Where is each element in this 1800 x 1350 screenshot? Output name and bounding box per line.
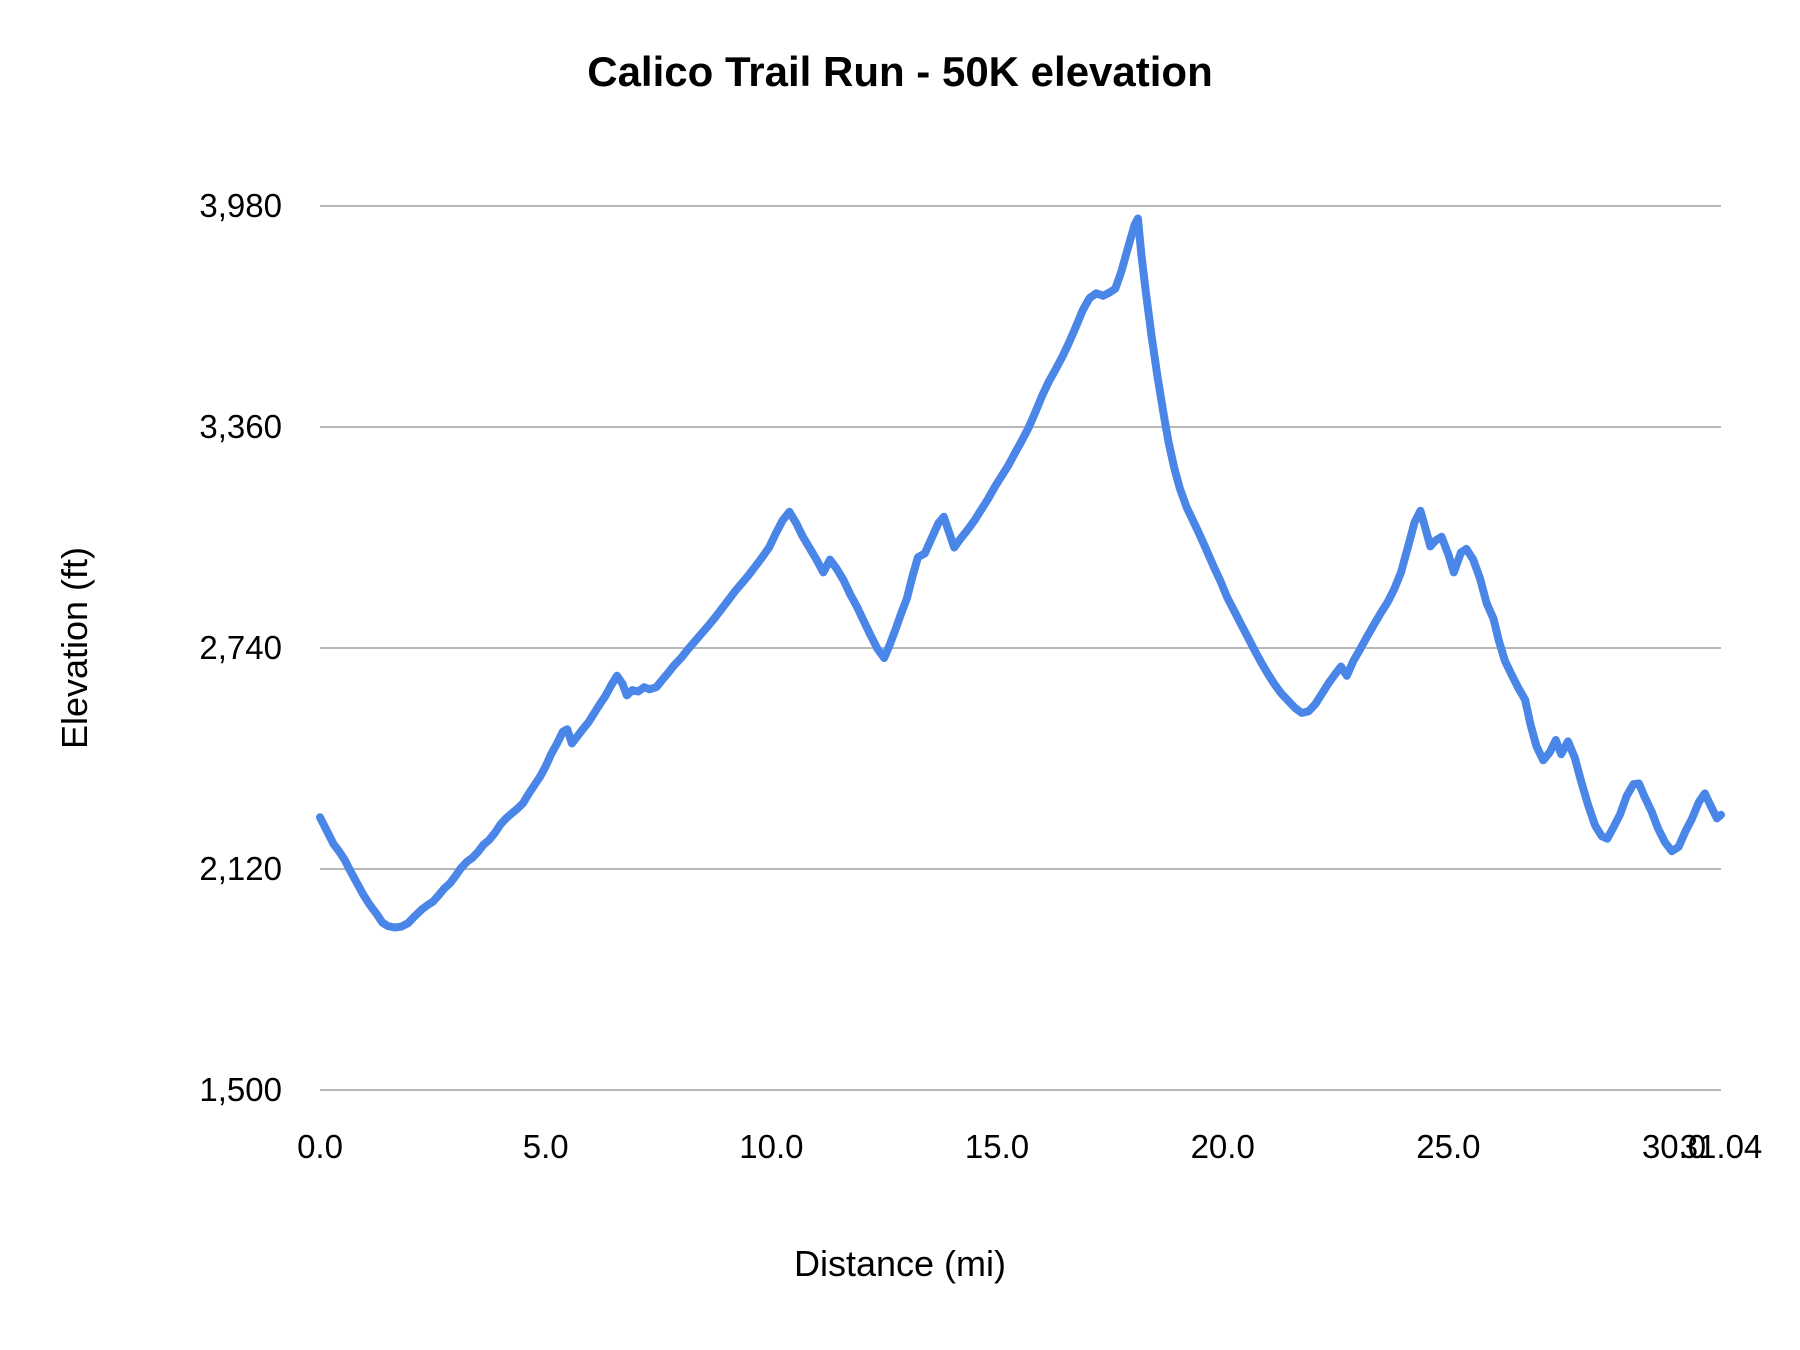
- elevation-line: [316, 214, 1725, 932]
- chart-title: Calico Trail Run - 50K elevation: [587, 48, 1213, 95]
- x-tick-label: 20.0: [1191, 1128, 1255, 1165]
- y-tick-label: 3,360: [199, 408, 282, 445]
- x-tick-label: 31.04: [1680, 1128, 1763, 1165]
- y-tick-label: 1,500: [199, 1071, 282, 1108]
- x-tick-label: 30.0: [1642, 1128, 1706, 1165]
- x-tick-label: 10.0: [739, 1128, 803, 1165]
- x-tick-label: 5.0: [523, 1128, 569, 1165]
- y-tick-label: 3,980: [199, 187, 282, 224]
- x-tick-label: 15.0: [965, 1128, 1029, 1165]
- x-axis-title: Distance (mi): [793, 1243, 1007, 1284]
- x-tick-label: 0.0: [297, 1128, 343, 1165]
- x-tick-label: 25.0: [1416, 1128, 1480, 1165]
- y-tick-label: 2,120: [199, 850, 282, 887]
- y-tick-label: 2,740: [199, 629, 282, 666]
